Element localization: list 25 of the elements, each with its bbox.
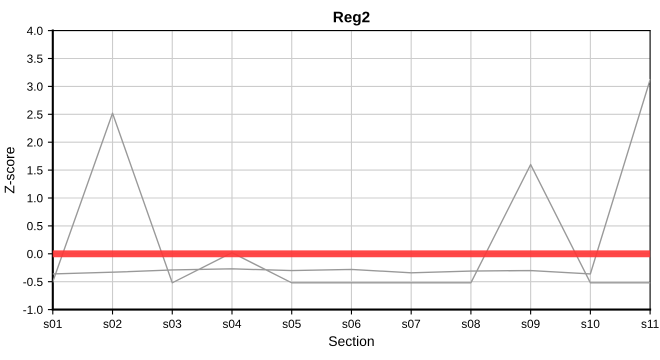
y-tick-label: -1.0 — [23, 306, 43, 314]
x-tick-label: s10 — [581, 320, 600, 328]
x-tick-label: s02 — [103, 320, 122, 328]
x-axis-title: Section — [328, 336, 374, 346]
y-tick-label: 0.0 — [27, 250, 43, 258]
x-tick-label: s09 — [521, 320, 540, 328]
x-tick-label: s03 — [163, 320, 182, 328]
y-tick-label: 1.0 — [28, 194, 43, 202]
y-tick-label: 3.0 — [27, 82, 43, 91]
y-tick-label: 4.0 — [26, 26, 43, 35]
x-tick-label: s04 — [222, 320, 242, 328]
chart-title: Reg2 — [334, 12, 370, 26]
y-tick-label: -0.5 — [23, 278, 43, 286]
y-tick-label: 3.5 — [27, 54, 43, 63]
x-tick-label: s06 — [342, 320, 360, 328]
x-tick-label: s01 — [44, 320, 62, 328]
y-tick-label: 2.0 — [27, 138, 43, 147]
y-axis-title: Z-score — [4, 147, 14, 194]
x-tick-label: s05 — [282, 320, 301, 328]
y-tick-label: 2.5 — [27, 110, 43, 119]
x-tick-label: s11 — [641, 320, 659, 328]
x-tick-label: s07 — [402, 320, 420, 328]
y-tick-label: 0.5 — [27, 222, 43, 230]
y-tick-label: 1.5 — [28, 166, 43, 174]
x-tick-label: s08 — [462, 320, 480, 328]
